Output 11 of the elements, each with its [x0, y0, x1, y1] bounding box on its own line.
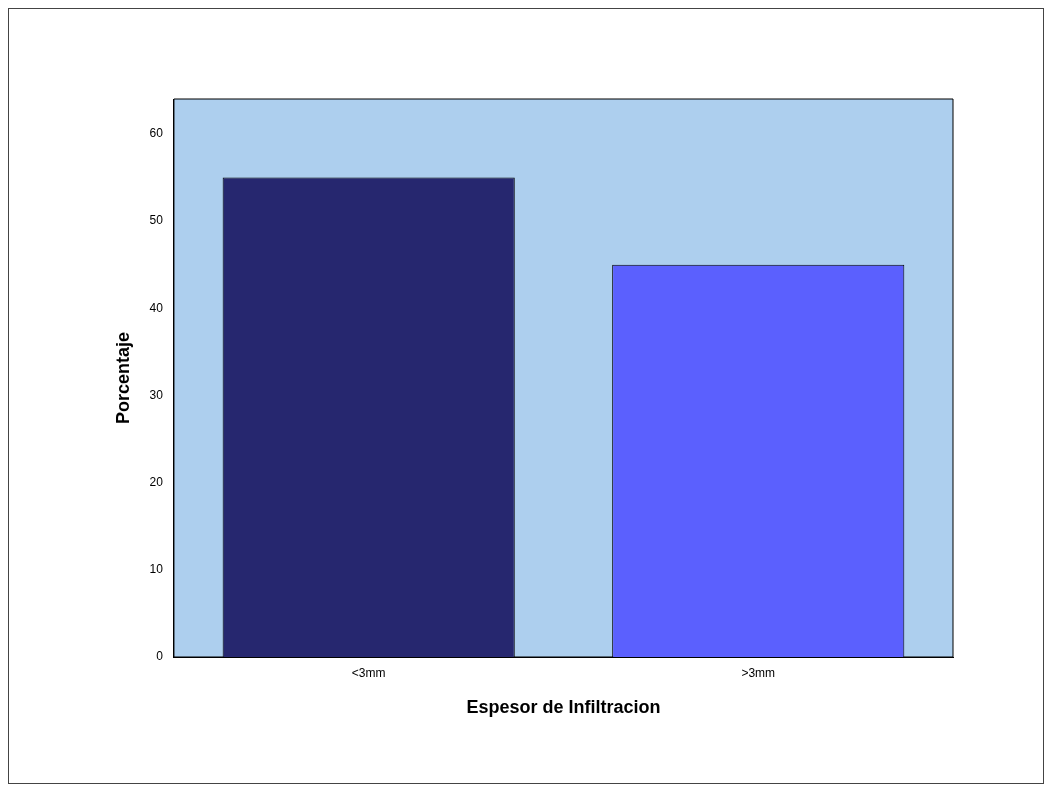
y-tick-label: 0 [156, 649, 164, 664]
x-tick-label: >3mm [741, 665, 776, 680]
y-tick-label: 20 [149, 474, 164, 489]
x-tick-label: <3mm [351, 665, 386, 680]
y-tick-label: 30 [149, 387, 164, 402]
y-tick-label: 50 [149, 213, 164, 228]
y-axis-title: Porcentaje [112, 331, 133, 425]
y-tick-label: 40 [149, 300, 164, 315]
y-tick-label: 10 [149, 562, 164, 577]
x-axis-title: Espesor de Infiltracion [466, 697, 661, 718]
y-tick-label: 60 [149, 126, 164, 141]
